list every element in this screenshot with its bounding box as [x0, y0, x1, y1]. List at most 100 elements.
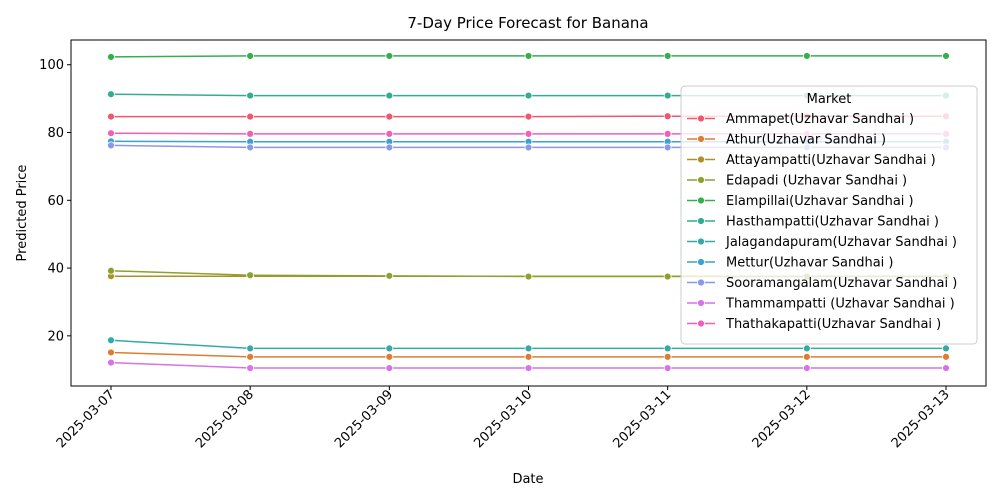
- data-point: [664, 130, 671, 137]
- data-point: [943, 52, 950, 59]
- legend-marker: [698, 259, 705, 266]
- legend-label: Hasthampatti(Uzhavar Sandhai ): [726, 215, 939, 230]
- legend-marker: [698, 156, 705, 163]
- y-tick-label: 20: [47, 329, 64, 344]
- data-point: [386, 52, 393, 59]
- data-point: [803, 353, 810, 360]
- legend-item: Thathakapatti(Uzhavar Sandhai ): [687, 317, 941, 332]
- data-point: [108, 130, 115, 137]
- data-point: [108, 267, 115, 274]
- legend-label: Elampillai(Uzhavar Sandhai ): [726, 194, 914, 209]
- chart-title: 7-Day Price Forecast for Banana: [407, 14, 648, 32]
- x-tick-label: 2025-03-13: [889, 387, 953, 451]
- data-point: [386, 92, 393, 99]
- data-point: [525, 92, 532, 99]
- series-4: [108, 52, 950, 60]
- data-point: [525, 113, 532, 120]
- data-point: [664, 365, 671, 372]
- data-point: [247, 144, 254, 151]
- x-tick-label: 2025-03-07: [54, 387, 118, 451]
- legend-label: Athur(Uzhavar Sandhai ): [726, 133, 886, 148]
- y-tick-label: 40: [47, 262, 64, 277]
- data-point: [803, 52, 810, 59]
- legend-marker: [698, 320, 705, 327]
- legend-marker: [698, 238, 705, 245]
- legend-marker: [698, 115, 705, 122]
- legend-item: Thammampatti (Uzhavar Sandhai ): [687, 297, 955, 312]
- data-point: [247, 353, 254, 360]
- legend-label: Mettur(Uzhavar Sandhai ): [726, 256, 893, 271]
- y-tick-label: 80: [47, 126, 64, 141]
- data-point: [525, 52, 532, 59]
- legend-marker: [698, 136, 705, 143]
- data-point: [664, 353, 671, 360]
- legend-label: Sooramangalam(Uzhavar Sandhai ): [726, 276, 957, 291]
- data-point: [108, 113, 115, 120]
- legend-title: Market: [807, 92, 852, 107]
- data-point: [247, 272, 254, 279]
- data-point: [525, 353, 532, 360]
- legend: Market Ammapet(Uzhavar Sandhai ) Athur(Uz…: [681, 86, 977, 344]
- legend-label: Thammampatti (Uzhavar Sandhai ): [725, 297, 955, 312]
- data-point: [664, 52, 671, 59]
- legend-item: Sooramangalam(Uzhavar Sandhai ): [687, 276, 957, 291]
- data-point: [803, 345, 810, 352]
- data-point: [664, 92, 671, 99]
- legend-label: Thathakapatti(Uzhavar Sandhai ): [725, 317, 941, 332]
- x-axis-title: Date: [512, 472, 543, 487]
- legend-marker: [698, 300, 705, 307]
- x-tick-label: 2025-03-12: [750, 387, 814, 451]
- data-point: [247, 345, 254, 352]
- data-point: [386, 353, 393, 360]
- data-point: [386, 113, 393, 120]
- legend-label: Ammapet(Uzhavar Sandhai ): [726, 112, 914, 127]
- data-point: [108, 337, 115, 344]
- series-9: [108, 359, 950, 371]
- y-tick-label: 100: [39, 58, 64, 73]
- x-tick-label: 2025-03-11: [610, 387, 674, 451]
- data-point: [943, 345, 950, 352]
- data-point: [108, 359, 115, 366]
- legend-label: Attayampatti(Uzhavar Sandhai ): [726, 153, 936, 168]
- data-point: [664, 345, 671, 352]
- legend-item: Jalagandapuram(Uzhavar Sandhai ): [687, 235, 957, 250]
- legend-marker: [698, 197, 705, 204]
- data-point: [247, 52, 254, 59]
- legend-label: Edapadi (Uzhavar Sandhai ): [726, 174, 907, 189]
- data-point: [108, 142, 115, 149]
- legend-marker: [698, 177, 705, 184]
- data-point: [525, 130, 532, 137]
- legend-label: Jalagandapuram(Uzhavar Sandhai ): [725, 235, 957, 250]
- data-point: [664, 273, 671, 280]
- data-point: [247, 92, 254, 99]
- data-point: [247, 130, 254, 137]
- x-tick-label: 2025-03-10: [471, 387, 535, 451]
- data-point: [386, 365, 393, 372]
- data-point: [525, 273, 532, 280]
- legend-marker: [698, 279, 705, 286]
- data-point: [386, 345, 393, 352]
- y-axis-title: Predicted Price: [15, 165, 30, 262]
- data-point: [525, 365, 532, 372]
- data-point: [247, 113, 254, 120]
- data-point: [664, 113, 671, 120]
- data-point: [525, 144, 532, 151]
- data-point: [108, 91, 115, 98]
- data-point: [108, 53, 115, 60]
- legend-marker: [698, 218, 705, 225]
- data-point: [386, 144, 393, 151]
- x-tick-label: 2025-03-08: [193, 387, 257, 451]
- data-point: [664, 144, 671, 151]
- data-point: [386, 272, 393, 279]
- data-point: [386, 130, 393, 137]
- data-point: [943, 353, 950, 360]
- y-tick-label: 60: [47, 194, 64, 209]
- data-point: [525, 345, 532, 352]
- data-point: [108, 349, 115, 356]
- x-tick-label: 2025-03-09: [332, 387, 396, 451]
- data-point: [803, 365, 810, 372]
- data-point: [247, 365, 254, 372]
- data-point: [943, 365, 950, 372]
